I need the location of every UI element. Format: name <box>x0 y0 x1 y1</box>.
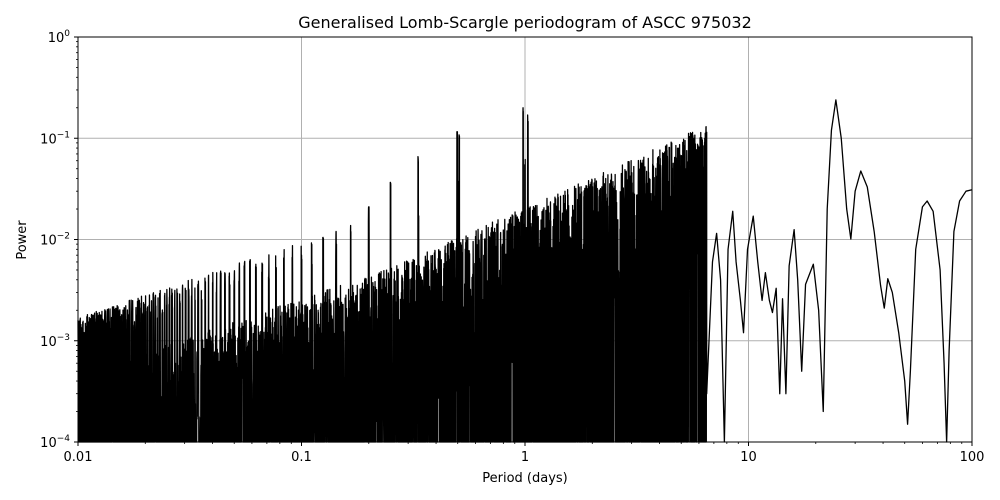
chart-title: Generalised Lomb-Scargle periodogram of … <box>298 13 752 32</box>
y-tick-label: 10−1 <box>40 130 70 147</box>
y-tick-label: 10−2 <box>40 232 70 249</box>
y-tick-label: 10−4 <box>40 434 70 451</box>
x-tick-label: 1 <box>521 450 529 465</box>
y-axis-ticks: 100 10−1 10−2 10−3 10−4 <box>40 29 78 451</box>
power-line <box>77 99 973 443</box>
x-tick-label: 100 <box>960 450 985 465</box>
x-tick-label: 10 <box>740 450 757 465</box>
y-tick-label: 10−3 <box>40 333 70 350</box>
y-tick-label: 100 <box>48 29 71 46</box>
x-tick-label: 0.1 <box>291 450 312 465</box>
periodogram-series <box>77 99 973 443</box>
x-axis-ticks: 0.01 0.1 1 10 100 <box>64 442 985 465</box>
y-axis-label: Power <box>15 220 30 260</box>
x-tick-label: 0.01 <box>64 450 93 465</box>
x-axis-label: Period (days) <box>482 471 568 486</box>
